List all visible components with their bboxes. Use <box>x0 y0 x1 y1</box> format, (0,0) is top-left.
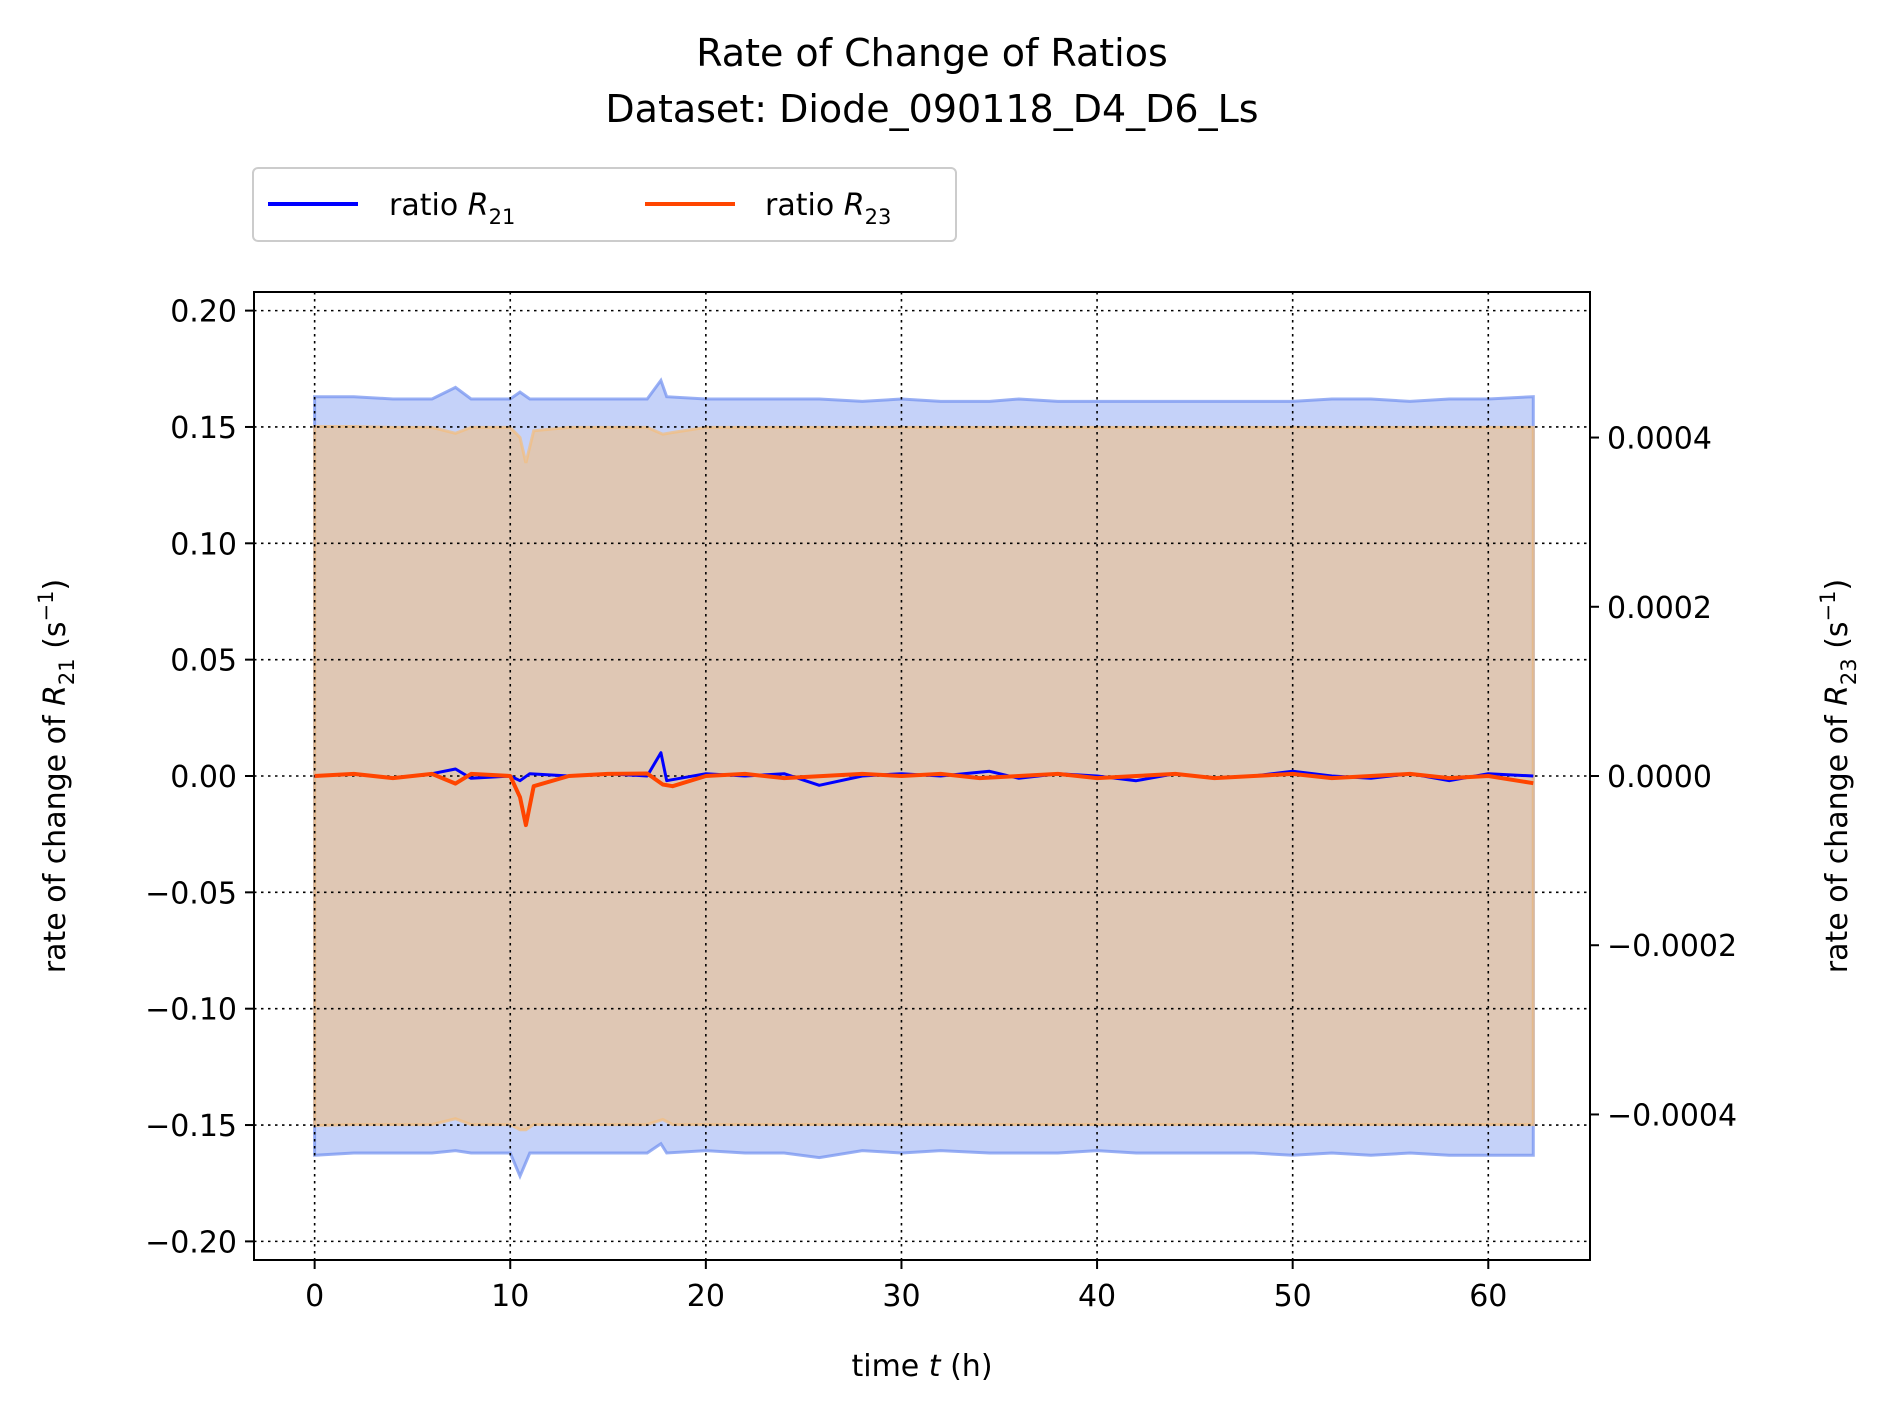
legend-frame <box>252 167 957 242</box>
y-left-axis-label: rate of change of R21 (s−1) <box>34 579 79 973</box>
y-left-tick-label-1: 0.15 <box>170 411 237 446</box>
x-tick-label-0: 0 <box>305 1279 324 1314</box>
x-tick-label-6: 60 <box>1469 1279 1507 1314</box>
y-right-tick-label-2: 0.0000 <box>1607 760 1712 795</box>
x-axis-label-pre: time <box>851 1349 928 1384</box>
series-lines <box>314 751 1534 828</box>
y-right-axis-ticks: 0.0004 0.0002 0.0000 −0.0002 −0.0004 <box>1590 422 1737 1133</box>
y-left-tick-label-0: 0.20 <box>170 295 237 330</box>
y-left-label-pre: rate of change of <box>38 706 73 973</box>
y-right-label-post: (s <box>1820 621 1855 658</box>
chart-subtitle: Dataset: Diode_090118_D4_D6_Ls <box>605 87 1258 131</box>
y-right-label-var: R <box>1820 685 1855 706</box>
x-tick-label-1: 10 <box>491 1279 529 1314</box>
y-left-tick-label-5: −0.05 <box>145 876 237 911</box>
legend-label-r21: ratio R21 <box>389 188 515 229</box>
y-right-tick-label-0: 0.0004 <box>1607 422 1712 457</box>
legend: ratio R21 ratio R23 <box>252 167 957 242</box>
chart-title: Rate of Change of Ratios <box>696 31 1168 75</box>
y-left-tick-label-6: −0.10 <box>145 993 237 1028</box>
y-left-label-sub: 21 <box>55 658 79 685</box>
y-right-tick-label-3: −0.0002 <box>1607 929 1737 964</box>
x-axis-label-var: t <box>929 1349 942 1384</box>
y-left-label-sup: −1 <box>34 590 58 621</box>
y-right-tick-label-1: 0.0002 <box>1607 591 1712 626</box>
band-r23 <box>313 425 1535 1132</box>
series-line-r23 <box>314 771 1534 828</box>
x-tick-label-5: 50 <box>1274 1279 1312 1314</box>
legend-label-r21-sub: 21 <box>489 205 516 229</box>
y-left-tick-label-4: 0.00 <box>170 760 237 795</box>
y-left-tick-label-8: −0.20 <box>145 1225 237 1260</box>
y-left-tick-label-7: −0.15 <box>145 1109 237 1144</box>
legend-label-r23-sub: 23 <box>865 205 892 229</box>
legend-label-r21-var: R <box>468 188 489 223</box>
legend-label-r23-var: R <box>844 188 865 223</box>
legend-label-r23: ratio R23 <box>765 188 891 229</box>
y-left-label-post: (s <box>38 621 73 658</box>
y-right-label-sup: −1 <box>1816 590 1840 621</box>
y-right-axis-label: rate of change of R23 (s−1) <box>1816 579 1861 973</box>
x-tick-label-3: 30 <box>882 1279 920 1314</box>
y-right-label-sub: 23 <box>1837 658 1861 685</box>
y-right-label-close: ) <box>1820 579 1855 591</box>
legend-label-r21-pre: ratio <box>389 188 468 223</box>
y-left-label-var: R <box>38 685 73 706</box>
y-left-tick-label-3: 0.05 <box>170 644 237 679</box>
x-axis-ticks: 0 10 20 30 40 50 60 <box>305 1260 1507 1314</box>
legend-label-r23-pre: ratio <box>765 188 844 223</box>
y-right-label-pre: rate of change of <box>1820 706 1855 973</box>
x-tick-label-4: 40 <box>1078 1279 1116 1314</box>
x-tick-label-2: 20 <box>687 1279 725 1314</box>
x-axis-label: time t (h) <box>851 1349 992 1384</box>
x-axis-label-post: (h) <box>941 1349 993 1384</box>
y-left-axis-ticks: 0.20 0.15 0.10 0.05 0.00 −0.05 −0.10 −0.15 −0.20 <box>145 295 254 1260</box>
y-left-tick-label-2: 0.10 <box>170 527 237 562</box>
confidence-bands <box>313 377 1535 1181</box>
y-left-label-close: ) <box>38 579 73 591</box>
y-right-tick-label-4: −0.0004 <box>1607 1098 1737 1133</box>
